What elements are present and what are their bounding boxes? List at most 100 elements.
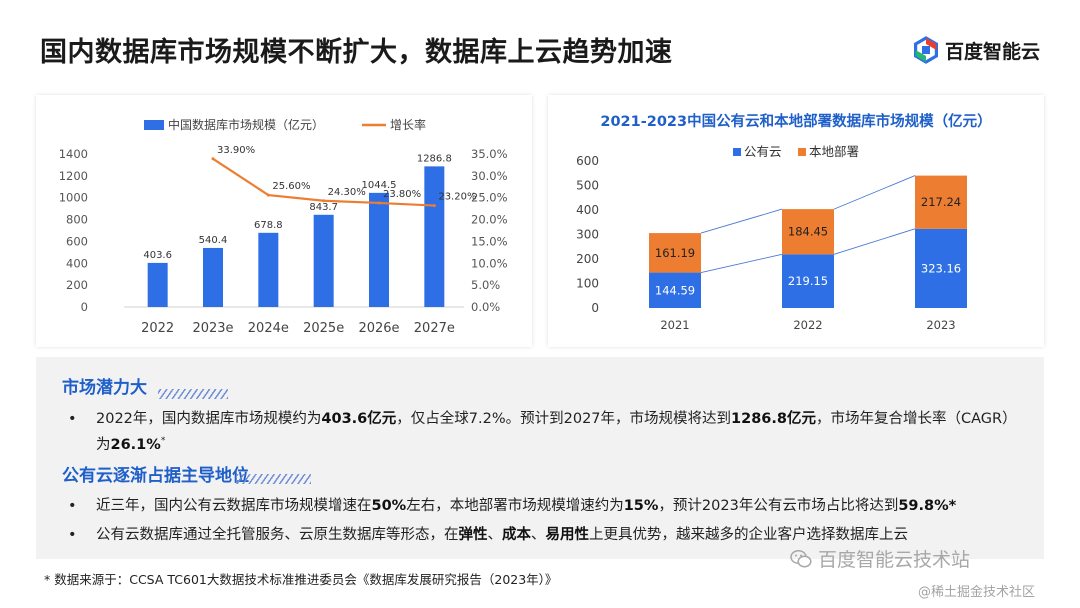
highlight-value: 26.1% [110, 436, 161, 453]
bar-data-label: 540.4 [199, 235, 228, 246]
bullet-market-potential: • 2022年，国内数据库市场规模约为403.6亿元，仅占全球7.2%。预计到2… [68, 408, 1028, 456]
legend-label-on-premise: 本地部署 [809, 144, 859, 159]
y-tick: 0 [591, 301, 599, 315]
bullet-dot: • [68, 527, 77, 543]
y-tick-right: 0.0% [471, 300, 500, 314]
bullet-growth-rate: • 近三年，国内公有云数据库市场规模增速在50%左右，本地部署市场规模增速约为1… [68, 495, 1038, 517]
x-tick-label: 2022 [793, 318, 822, 332]
title-decoration [236, 474, 311, 484]
x-tick-label: 2026e [358, 321, 399, 336]
y-tick-right: 20.0% [471, 213, 508, 227]
text-fragment: ，仅占全球7.2%。预计到2027年，市场规模将达到 [396, 411, 732, 427]
y-tick-right: 30.0% [471, 169, 508, 183]
x-tick-label: 2023e [192, 321, 233, 336]
connector-line-public-cloud [833, 228, 916, 255]
cloud-vs-local-chart-panel: 2021-2023中国公有云和本地部署数据库市场规模（亿元） 公有云 本地部署 0 10… [548, 95, 1044, 347]
x-tick-label: 2023 [926, 318, 955, 332]
market-size-chart: 中国数据库市场规模（亿元） 增长率 0 200 400 600 800 1000 1200 140… [59, 117, 508, 336]
bar-public-cloud [782, 254, 834, 308]
wechat-watermark-text: 百度智能云技术站 [818, 549, 971, 571]
legend-label-growth-rate: 增长率 [390, 117, 426, 132]
bar-data-label-public-cloud: 144.59 [655, 283, 695, 297]
y-tick-left: 800 [66, 213, 88, 227]
section-title-market-potential: 市场潜力大 [62, 378, 147, 398]
bar-data-label: 1286.8 [417, 153, 452, 164]
text-fragment: ，预计2023年公有云市场占比将达到 [658, 498, 899, 514]
bar-market-size [424, 166, 445, 307]
y-tick: 100 [576, 277, 599, 291]
brand-logo: 百度智能云 [912, 35, 1040, 65]
y-tick-left: 600 [66, 234, 88, 248]
y-tick-left: 1200 [59, 169, 88, 183]
y-tick-left: 0 [81, 300, 88, 314]
x-tick-label: 2025e [303, 321, 344, 336]
legend-swatch-on-premise [798, 148, 806, 156]
bar-on-premise [782, 209, 834, 255]
bar-data-label-on-premise: 184.45 [788, 225, 828, 239]
bar-market-size [203, 247, 223, 307]
bullet-dot: • [68, 411, 77, 427]
line-data-label: 24.30% [328, 187, 366, 198]
line-data-label: 25.60% [272, 181, 310, 192]
title-decoration [158, 389, 228, 399]
info-section: 市场潜力大 • 2022年，国内数据库市场规模约为403.6亿元，仅占全球7.2… [36, 357, 1044, 559]
highlight-value: 弹性 [458, 527, 488, 543]
cloud-vs-local-chart: 2021-2023中国公有云和本地部署数据库市场规模（亿元） 公有云 本地部署 0 10… [576, 112, 992, 332]
y-tick-left: 1400 [59, 147, 88, 161]
connector-line-total [833, 175, 916, 210]
bar-market-size [369, 192, 389, 307]
highlight-value: 59.8%* [898, 498, 957, 514]
bullet-cloud-advantages: • 公有云数据库通过全托管服务、云原生数据库等形态，在弹性、成本、易用性上更具优… [68, 524, 1038, 546]
legend-swatch-public-cloud [733, 148, 741, 156]
bullet-text: 近三年，国内公有云数据库市场规模增速在50%左右，本地部署市场规模增速约为15%… [96, 495, 1038, 517]
highlight-value: 15% [623, 498, 659, 514]
section-title-public-cloud: 公有云逐渐占据主导地位 [62, 466, 249, 486]
text-fragment: 左右，本地部署市场规模增速约为 [406, 498, 624, 514]
legend-label-market-size: 中国数据库市场规模（亿元） [168, 117, 324, 132]
y-tick-right: 25.0% [471, 191, 508, 205]
legend-swatch-market-size [144, 120, 164, 130]
bar-market-size [313, 214, 334, 307]
line-data-label: 23.20% [438, 192, 476, 203]
y-tick-left: 400 [66, 256, 88, 270]
line-point-growth-rate [266, 193, 270, 197]
x-tick-label: 2022 [141, 321, 174, 336]
text-fragment: 上更具优势，越来越多的企业客户选择数据库上云 [589, 527, 908, 543]
bar-data-label: 1044.5 [362, 180, 397, 191]
highlight-value: 50% [371, 498, 407, 514]
line-point-growth-rate [432, 204, 436, 208]
y-tick-right: 5.0% [471, 278, 500, 292]
connector-line-total [700, 208, 783, 234]
bar-data-label: 843.7 [309, 202, 338, 213]
y-tick: 400 [576, 203, 599, 217]
legend-label-public-cloud: 公有云 [744, 144, 782, 159]
x-tick-label: 2024e [248, 321, 289, 336]
bar-on-premise [915, 175, 967, 229]
market-size-chart-panel: 中国数据库市场规模（亿元） 增长率 0 200 400 600 800 1000 1200 140… [36, 95, 532, 347]
y-tick-right: 15.0% [471, 234, 508, 248]
bar-market-size [258, 232, 279, 307]
bullet-text: 2022年，国内数据库市场规模约为403.6亿元，仅占全球7.2%。预计到202… [96, 408, 1028, 456]
y-tick: 500 [576, 179, 599, 193]
footnote-marker: * [160, 436, 166, 446]
wechat-icon [790, 549, 812, 567]
text-fragment: 、 [531, 527, 546, 543]
y-tick: 200 [576, 252, 599, 266]
y-tick-right: 35.0% [471, 147, 508, 161]
y-tick: 300 [576, 228, 599, 242]
line-point-growth-rate [211, 157, 215, 161]
highlight-value: 1286.8亿元 [731, 411, 816, 427]
line-data-label: 33.90% [217, 145, 255, 156]
bar-data-label-public-cloud: 323.16 [921, 261, 961, 275]
bar-data-label-on-premise: 161.19 [655, 246, 695, 260]
bar-public-cloud [915, 228, 967, 308]
bar-data-label-on-premise: 217.24 [921, 195, 961, 209]
y-tick: 600 [576, 154, 599, 168]
baidu-cloud-logo-icon [913, 36, 938, 64]
logo-text: 百度智能云 [945, 40, 1041, 63]
x-tick-label: 2027e [414, 321, 455, 336]
highlight-value: 成本 [502, 527, 531, 543]
text-fragment: 公有云数据库通过全托管服务、云原生数据库等形态，在 [96, 527, 459, 543]
page-title: 国内数据库市场规模不断扩大，数据库上云趋势加速 [40, 37, 673, 68]
juejin-watermark: @稀土掘金技术社区 [918, 585, 1036, 600]
